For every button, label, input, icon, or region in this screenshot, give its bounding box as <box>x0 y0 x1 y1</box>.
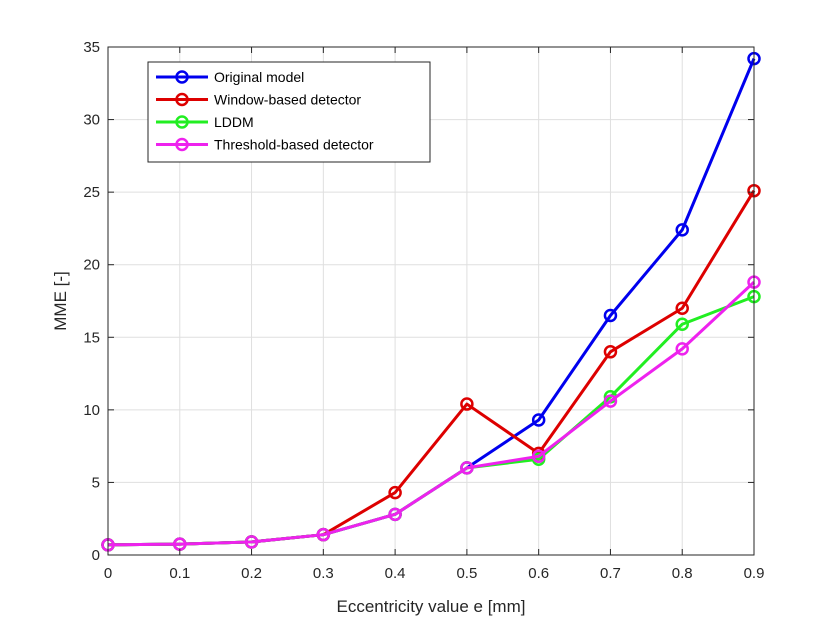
legend-marker-3 <box>175 137 189 152</box>
data-point <box>244 535 259 549</box>
y-tick-label: 10 <box>83 402 100 419</box>
x-tick-label: 0.9 <box>744 565 765 582</box>
plot-frame <box>107 46 755 556</box>
data-point <box>675 301 689 316</box>
x-tick-label: 0.2 <box>241 565 262 582</box>
x-tick-label: 0.4 <box>385 565 406 582</box>
x-tick-label: 0.7 <box>600 565 621 582</box>
y-tick-label: 15 <box>83 329 100 346</box>
data-point <box>460 461 474 475</box>
legend-marker-1 <box>175 92 189 107</box>
data-point <box>603 345 618 359</box>
data-point <box>675 342 689 356</box>
y-tick-label: 30 <box>83 112 100 129</box>
x-tick-label: 0.8 <box>672 565 693 582</box>
y-tick-label: 5 <box>92 474 100 491</box>
series-3 <box>101 275 761 552</box>
axis-ticks: 0 0.1 0.2 0.3 0.4 0.5 0.6 0.7 0.8 0.9 0 5 10 15 20 25 30… <box>83 39 764 582</box>
legend-label-1: Window-based detector <box>214 92 361 108</box>
data-point <box>388 507 402 522</box>
y-tick-label: 20 <box>83 257 100 274</box>
data-point <box>531 449 546 464</box>
legend-label-0: Original model <box>214 69 304 85</box>
y-tick-label: 35 <box>83 39 100 56</box>
data-point <box>316 527 331 542</box>
legend-marker-2 <box>175 115 189 129</box>
y-tick-label: 0 <box>92 547 100 564</box>
data-point <box>603 308 618 323</box>
data-point <box>531 413 546 427</box>
legend-label-2: LDDM <box>214 114 254 130</box>
series-line-3 <box>107 281 756 547</box>
data-point <box>603 394 618 408</box>
x-axis-label: Eccentricity value e [mm] <box>337 597 526 616</box>
data-point <box>675 317 689 331</box>
data-point <box>460 397 474 411</box>
x-tick-label: 0.3 <box>313 565 334 582</box>
x-tick-label: 0 <box>104 565 112 582</box>
x-tick-label: 0.1 <box>169 565 190 582</box>
data-point <box>388 485 402 500</box>
x-tick-label: 0.6 <box>528 565 549 582</box>
legend-label-3: Threshold-based detector <box>214 137 374 153</box>
legend: Original model Window-based detector LDDM T… <box>147 61 431 163</box>
x-tick-label: 0.5 <box>456 565 477 582</box>
legend-marker-0 <box>175 70 189 84</box>
data-point <box>675 223 689 237</box>
y-tick-label: 25 <box>83 184 100 201</box>
y-axis-label: MME [-] <box>51 271 70 331</box>
